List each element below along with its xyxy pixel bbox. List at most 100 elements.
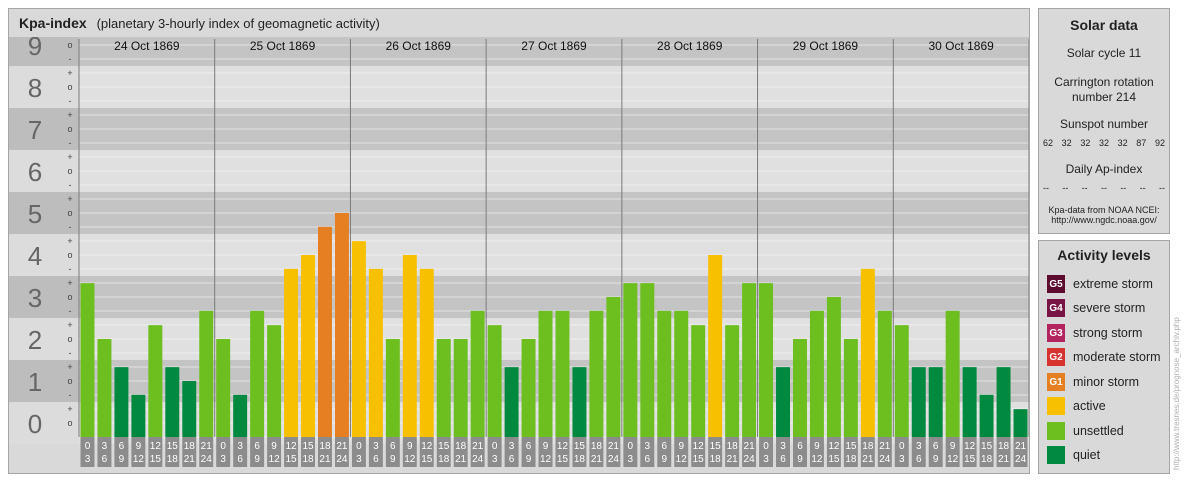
source-line-1: Kpa-data from NOAA NCEI:: [1048, 205, 1160, 215]
y-tick-label: 6: [28, 157, 42, 187]
hour-start-label: 6: [661, 441, 667, 452]
hour-start-label: 3: [373, 441, 379, 452]
y-band: [9, 108, 79, 150]
sub-tick-label: -: [69, 54, 72, 64]
hour-start-label: 12: [828, 441, 840, 452]
watermark: http://www.tresnes.de/prognose_archiv.ph…: [1172, 317, 1181, 470]
kp-bar: [894, 325, 909, 437]
sub-tick-label: -: [69, 348, 72, 358]
solar-data-title: Solar data: [1070, 17, 1138, 33]
kp-bar: [674, 310, 689, 437]
hour-box: [962, 437, 977, 467]
kp-bar: [233, 394, 248, 437]
quiet-swatch: [1047, 446, 1065, 464]
hour-box: [97, 437, 112, 467]
hour-box: [776, 437, 790, 467]
sub-tick-label: +: [67, 320, 72, 330]
date-label: 30 Oct 1869: [928, 39, 994, 53]
y-band: [9, 150, 79, 192]
hour-box: [148, 437, 163, 467]
hour-end-label: 15: [557, 454, 569, 465]
hour-box: [233, 437, 248, 467]
hour-end-label: 18: [981, 454, 993, 465]
ap-value: --: [1158, 183, 1165, 193]
kp-bar: [165, 367, 180, 437]
y-tick-label: 5: [28, 199, 42, 229]
kp-bar: [555, 310, 570, 437]
hour-start-label: 3: [645, 441, 651, 452]
hour-box: [165, 437, 180, 467]
g3-badge: G3: [1047, 324, 1065, 342]
sunspot-value: 32: [1061, 138, 1072, 148]
legend-item-minor-storm: G1 minor storm: [1047, 372, 1139, 392]
date-label: 24 Oct 1869: [114, 39, 180, 53]
sub-tick-label: -: [69, 96, 72, 106]
kp-bar: [148, 325, 163, 437]
hour-start-label: 15: [981, 441, 993, 452]
hour-start-label: 0: [220, 441, 226, 452]
kp-bar: [640, 283, 655, 437]
hour-end-label: 21: [455, 454, 467, 465]
hour-box: [487, 437, 502, 467]
hour-start-label: 0: [85, 441, 91, 452]
hour-box: [1013, 437, 1028, 467]
sub-tick-label: +: [67, 68, 72, 78]
hour-start-label: 15: [167, 441, 179, 452]
hour-box: [996, 437, 1011, 467]
hour-box: [385, 437, 400, 467]
kp-bar: [742, 283, 757, 437]
legend-label: unsettled: [1073, 424, 1124, 438]
hour-end-label: 12: [947, 454, 959, 465]
hour-end-label: 12: [540, 454, 552, 465]
y-band: [9, 402, 79, 444]
kp-bar: [572, 367, 587, 437]
hour-start-label: 9: [543, 441, 549, 452]
kp-bar: [250, 310, 265, 437]
hour-end-label: 15: [828, 454, 840, 465]
hour-end-label: 6: [916, 454, 922, 465]
solar-cycle: Solar cycle 11: [1066, 46, 1142, 60]
chart-title-main: Kpa-index: [19, 15, 87, 31]
sunspot-label: Sunspot number: [1059, 117, 1149, 131]
ap-index-values: -- -- -- -- -- -- --: [1043, 183, 1165, 193]
hour-box: [606, 437, 621, 467]
y-tick-label: 4: [28, 241, 42, 271]
hour-box: [538, 437, 553, 467]
legend-item-strong-storm: G3 strong storm: [1047, 323, 1142, 343]
kp-bar: [334, 213, 349, 437]
hour-box: [877, 437, 892, 467]
hour-start-label: 12: [150, 441, 162, 452]
legend-label: strong storm: [1073, 326, 1143, 340]
y-tick-label: 9: [28, 37, 42, 61]
hour-end-label: 12: [269, 454, 281, 465]
hour-box: [131, 437, 146, 467]
chart-subtitle: (planetary 3-hourly index of geomagnetic…: [96, 16, 380, 31]
date-label: 29 Oct 1869: [793, 39, 859, 53]
ap-value: --: [1139, 183, 1146, 193]
hour-start-label: 21: [744, 441, 756, 452]
y-band: [9, 192, 79, 234]
hour-box: [419, 437, 434, 467]
kp-bar: [131, 394, 146, 437]
kp-bar: [318, 226, 332, 437]
hour-box: [436, 437, 451, 467]
hour-box: [80, 437, 95, 467]
kp-bar: [402, 255, 417, 437]
sub-tick-label: -: [69, 306, 72, 316]
hour-start-label: 3: [916, 441, 922, 452]
sub-tick-label: o: [67, 124, 72, 134]
hour-start-label: 15: [710, 441, 722, 452]
hour-end-label: 21: [862, 454, 874, 465]
sub-tick-label: o: [67, 376, 72, 386]
hour-end-label: 18: [710, 454, 722, 465]
ap-value: --: [1120, 183, 1127, 193]
sub-tick-label: +: [67, 110, 72, 120]
hour-box: [453, 437, 468, 467]
hour-end-label: 18: [845, 454, 857, 465]
source-link[interactable]: http://www.ngdc.noaa.gov/: [1051, 215, 1157, 225]
y-tick-label: 1: [28, 367, 42, 397]
legend-item-severe-storm: G4 severe storm: [1047, 298, 1145, 318]
date-label: 27 Oct 1869: [521, 39, 587, 53]
hour-start-label: 21: [608, 441, 620, 452]
kp-bar: [623, 283, 638, 437]
